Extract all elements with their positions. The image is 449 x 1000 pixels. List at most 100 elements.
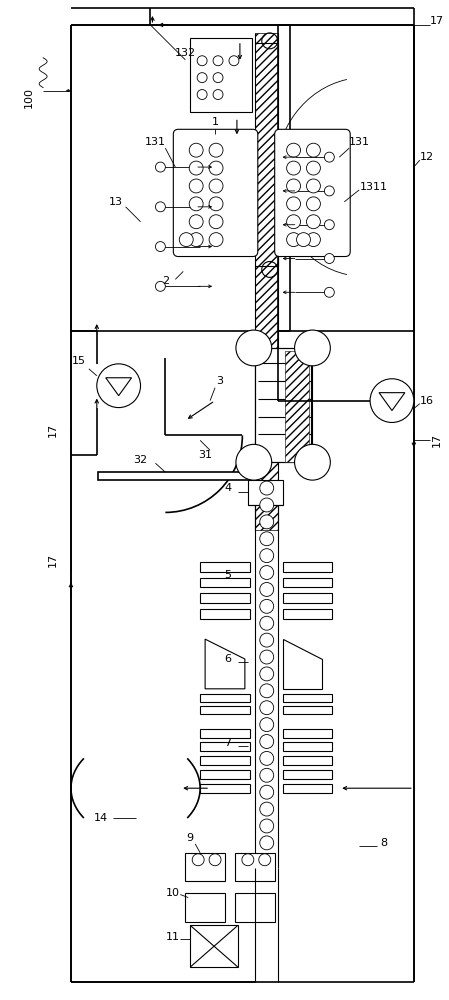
Text: 12: 12: [420, 152, 434, 162]
Circle shape: [260, 582, 274, 596]
Text: 9: 9: [187, 833, 194, 843]
Text: 1311: 1311: [360, 182, 388, 192]
Circle shape: [307, 215, 321, 229]
Circle shape: [307, 179, 321, 193]
Circle shape: [260, 633, 274, 647]
Bar: [248, 480, 282, 505]
Circle shape: [295, 444, 330, 480]
Bar: [200, 729, 250, 738]
Circle shape: [295, 330, 330, 366]
FancyBboxPatch shape: [275, 129, 350, 257]
Bar: [200, 784, 250, 793]
Bar: [282, 578, 332, 587]
Circle shape: [260, 650, 274, 664]
Circle shape: [213, 90, 223, 99]
Bar: [185, 853, 225, 881]
Circle shape: [213, 73, 223, 83]
Circle shape: [209, 179, 223, 193]
Circle shape: [260, 532, 274, 546]
Circle shape: [179, 233, 193, 247]
Bar: [200, 756, 250, 765]
Circle shape: [155, 162, 165, 172]
Circle shape: [260, 785, 274, 799]
Bar: [255, 348, 312, 462]
Bar: [282, 706, 332, 714]
Polygon shape: [379, 393, 405, 411]
Bar: [200, 609, 250, 619]
Text: 13: 13: [109, 197, 123, 207]
Circle shape: [260, 768, 274, 782]
Text: 131: 131: [145, 137, 166, 147]
Bar: [282, 729, 332, 738]
Bar: [235, 893, 275, 922]
Circle shape: [197, 56, 207, 66]
Text: 8: 8: [380, 838, 387, 848]
Circle shape: [260, 718, 274, 732]
Bar: [255, 33, 277, 530]
Text: 3: 3: [216, 376, 224, 386]
Text: 132: 132: [175, 48, 196, 58]
Circle shape: [260, 701, 274, 715]
Circle shape: [286, 179, 300, 193]
Text: 5: 5: [224, 570, 232, 580]
Text: 31: 31: [198, 450, 212, 460]
Circle shape: [242, 854, 254, 866]
Circle shape: [324, 254, 335, 263]
Circle shape: [209, 215, 223, 229]
Circle shape: [229, 56, 239, 66]
Circle shape: [307, 197, 321, 211]
Circle shape: [236, 330, 272, 366]
Text: 15: 15: [72, 356, 86, 366]
Circle shape: [324, 186, 335, 196]
Circle shape: [209, 854, 221, 866]
Text: 7: 7: [224, 738, 232, 748]
Bar: [282, 593, 332, 603]
Bar: [200, 742, 250, 751]
Circle shape: [260, 667, 274, 681]
Text: 16: 16: [420, 396, 434, 406]
Bar: [285, 351, 309, 462]
Circle shape: [260, 616, 274, 630]
Circle shape: [260, 751, 274, 765]
Circle shape: [260, 498, 274, 512]
Circle shape: [189, 143, 203, 157]
Polygon shape: [282, 639, 322, 689]
Polygon shape: [106, 378, 132, 396]
Bar: [190, 38, 252, 112]
Text: 10: 10: [166, 888, 180, 898]
Text: 1: 1: [211, 117, 219, 127]
Bar: [200, 694, 250, 702]
Bar: [200, 770, 250, 779]
Bar: [185, 893, 225, 922]
Text: 17: 17: [430, 16, 444, 26]
Circle shape: [155, 242, 165, 252]
Bar: [282, 742, 332, 751]
Bar: [200, 562, 250, 572]
Circle shape: [307, 143, 321, 157]
Circle shape: [324, 287, 335, 297]
Circle shape: [260, 515, 274, 529]
Text: 17: 17: [48, 423, 58, 437]
Circle shape: [260, 735, 274, 748]
Circle shape: [155, 202, 165, 212]
Circle shape: [189, 233, 203, 247]
Circle shape: [197, 73, 207, 83]
Circle shape: [260, 599, 274, 613]
Circle shape: [155, 281, 165, 291]
Circle shape: [307, 233, 321, 247]
Text: 100: 100: [24, 87, 34, 108]
Circle shape: [260, 819, 274, 833]
Circle shape: [307, 161, 321, 175]
Bar: [282, 609, 332, 619]
Circle shape: [260, 802, 274, 816]
Circle shape: [286, 161, 300, 175]
Circle shape: [286, 215, 300, 229]
Bar: [282, 770, 332, 779]
Text: 4: 4: [224, 483, 232, 493]
Bar: [200, 706, 250, 714]
Circle shape: [286, 143, 300, 157]
Circle shape: [192, 854, 204, 866]
Circle shape: [189, 215, 203, 229]
Bar: [98, 472, 252, 480]
Bar: [282, 756, 332, 765]
